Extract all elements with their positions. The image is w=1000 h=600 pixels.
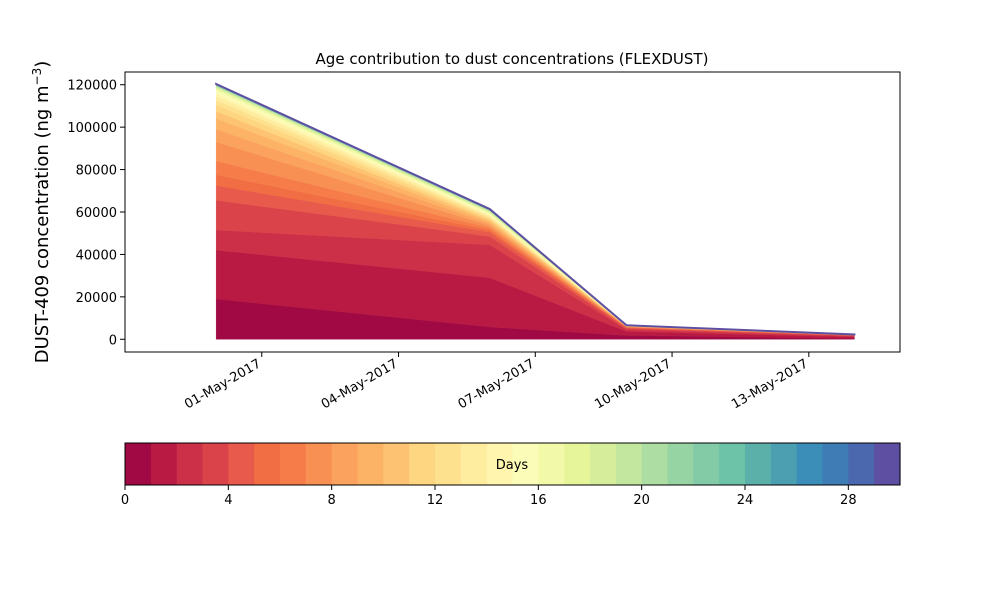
chart-title: Age contribution to dust concentrations …	[316, 50, 709, 68]
colorbar-swatch-13	[460, 443, 488, 485]
colorbar-swatch-0	[125, 443, 152, 485]
colorbar	[125, 443, 901, 485]
colorbar-swatch-20	[641, 443, 669, 485]
colorbar-swatch-14	[486, 443, 514, 485]
colorbar-swatch-24	[745, 443, 772, 485]
colorbar-swatch-1	[150, 443, 178, 485]
y-tick-label: 100000	[67, 121, 117, 136]
colorbar-ticks: 0 4 8 12 16 20 24 28	[121, 485, 857, 508]
colorbar-swatch-18	[590, 443, 617, 485]
colorbar-swatch-10	[383, 443, 410, 485]
colorbar-swatch-6	[280, 443, 307, 485]
colorbar-tick-label: 8	[328, 493, 336, 508]
area-layer-day-29	[215, 82, 856, 336]
colorbar-swatch-11	[409, 443, 436, 485]
colorbar-label: Days	[496, 458, 529, 473]
colorbar-tick-label: 4	[224, 493, 232, 508]
colorbar-swatch-21	[667, 443, 694, 485]
colorbar-tick-label: 16	[530, 493, 547, 508]
colorbar-swatch-4	[228, 443, 255, 485]
y-tick-label: 20000	[76, 291, 117, 306]
y-tick-label: 0	[109, 333, 117, 348]
colorbar-tick-label: 20	[633, 493, 650, 508]
colorbar-frame	[124, 442, 901, 486]
colorbar-tick-label: 12	[427, 493, 444, 508]
y-tick-label: 80000	[76, 164, 117, 179]
y-axis-ticks: 0 20000 40000 60000 80000 100000 120000	[67, 79, 125, 348]
colorbar-swatch-23	[719, 443, 746, 485]
colorbar-swatch-16	[538, 443, 565, 485]
colorbar-swatch-7	[305, 443, 333, 485]
colorbar-swatch-19	[615, 443, 643, 485]
colorbar-swatch-29	[874, 443, 901, 485]
colorbar-swatch-9	[357, 443, 384, 485]
colorbar-swatch-3	[202, 443, 229, 485]
y-axis-label: DUST-409 concentration (ng m−3)	[30, 61, 53, 364]
colorbar-swatch-8	[331, 443, 359, 485]
y-axis-label-exponent: −3	[30, 68, 44, 86]
colorbar-swatch-25	[770, 443, 798, 485]
colorbar-tick-label: 0	[121, 493, 129, 508]
y-tick-label: 60000	[76, 206, 117, 221]
colorbar-swatch-22	[693, 443, 720, 485]
colorbar-swatch-5	[254, 443, 281, 485]
colorbar-swatch-27	[822, 443, 849, 485]
y-axis-label-close: )	[32, 61, 53, 68]
y-tick-label: 120000	[67, 79, 117, 94]
colorbar-swatch-17	[564, 443, 591, 485]
stacked-area-layers	[215, 82, 856, 340]
colorbar-swatch-12	[435, 443, 462, 485]
colorbar-swatch-28	[848, 443, 875, 485]
colorbar-swatch-26	[796, 443, 824, 485]
colorbar-tick-label: 28	[840, 493, 857, 508]
colorbar-swatch-2	[176, 443, 204, 485]
colorbar-swatch-15	[512, 443, 539, 485]
y-tick-label: 40000	[76, 248, 117, 263]
colorbar-tick-label: 24	[737, 493, 754, 508]
